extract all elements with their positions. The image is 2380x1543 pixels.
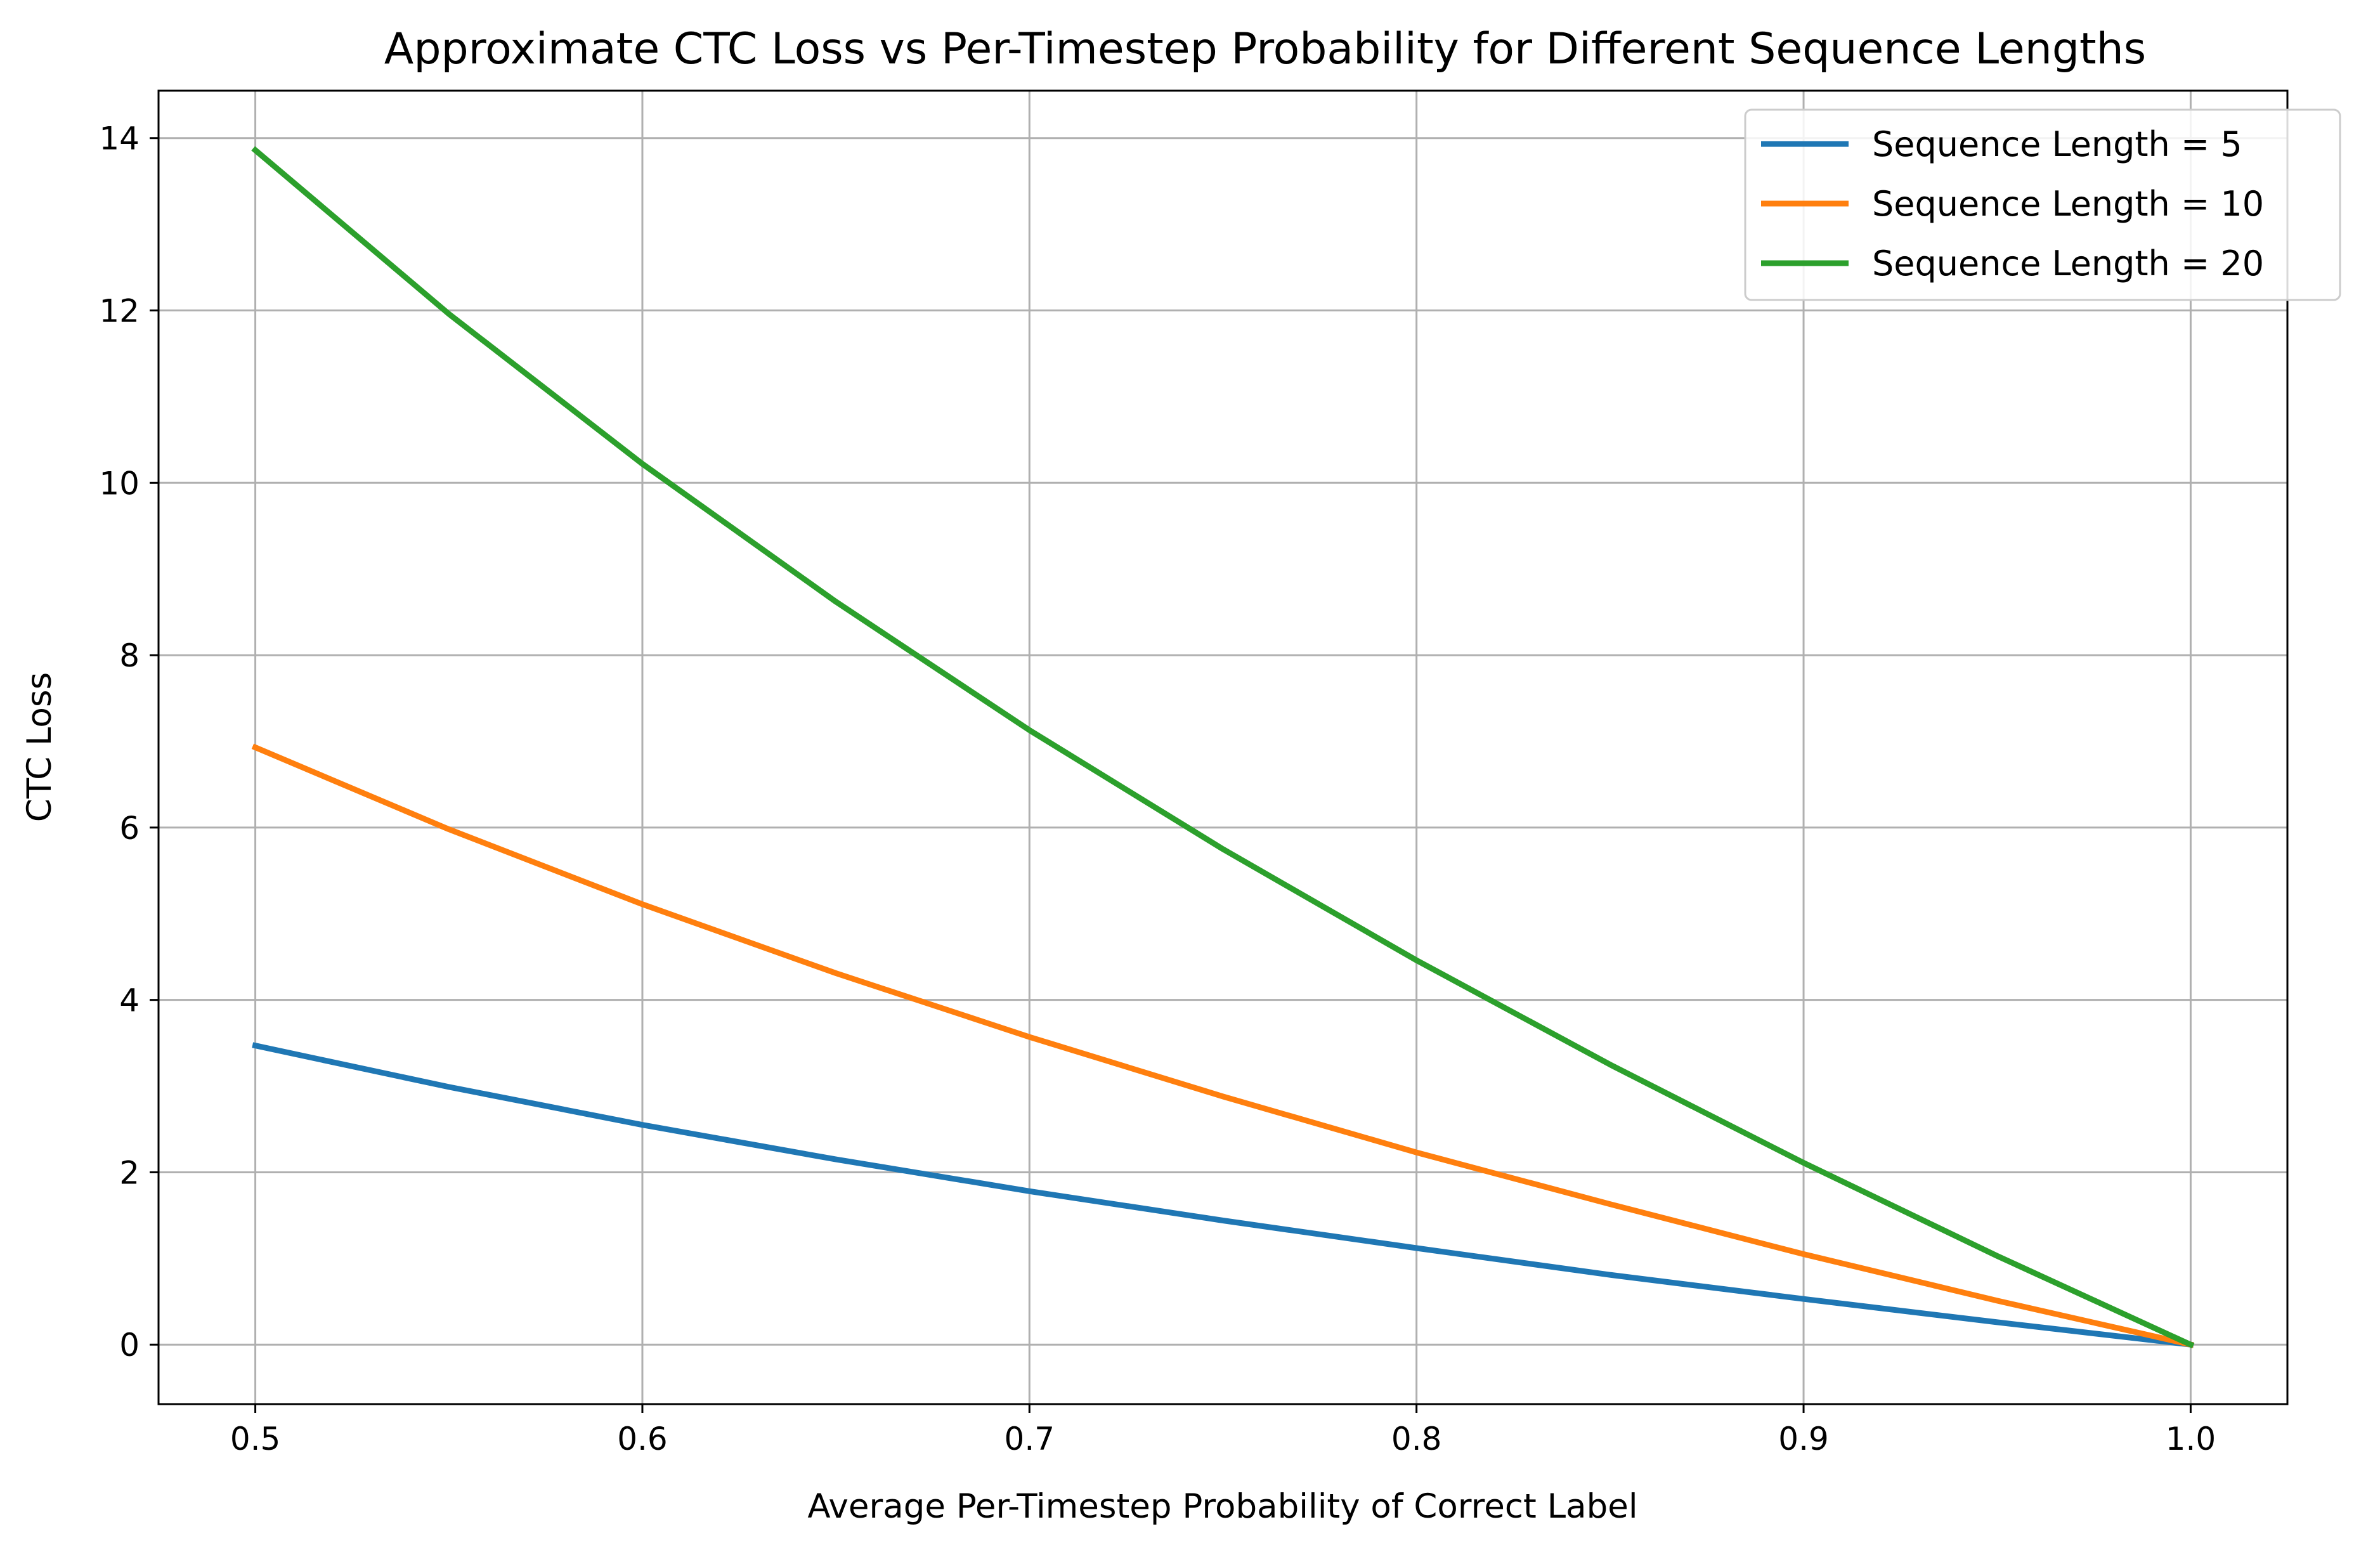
y-tick-label: 6: [119, 810, 140, 847]
legend-label: Sequence Length = 10: [1872, 184, 2264, 224]
legend: Sequence Length = 5 Sequence Length = 10 S…: [1744, 108, 2341, 301]
y-tick-label: 12: [99, 293, 140, 330]
series-line: [251, 146, 2195, 1349]
y-axis: 0 2 4 6 8 10 12 14: [99, 120, 159, 1364]
x-tick-label: 0.6: [617, 1421, 668, 1457]
legend-label: Sequence Length = 5: [1872, 124, 2242, 164]
y-tick-label: 2: [119, 1154, 140, 1191]
y-tick-label: 10: [99, 465, 140, 502]
plot-frame: [157, 89, 2289, 1405]
legend-label: Sequence Length = 20: [1872, 244, 2264, 283]
y-tick-label: 14: [99, 120, 140, 157]
series-layer: [251, 146, 2195, 1349]
y-tick-label: 8: [119, 637, 140, 674]
x-tick-label: 0.7: [1005, 1421, 1055, 1457]
series-line: [251, 743, 2194, 1348]
x-tick-label: 0.9: [1778, 1421, 1829, 1457]
x-tick-label: 0.8: [1391, 1421, 1442, 1457]
chart-title: Approximate CTC Loss vs Per-Timestep Pro…: [384, 24, 2146, 74]
y-tick-label: 4: [119, 982, 140, 1019]
series-line: [252, 1042, 2194, 1348]
legend-frame: [1744, 108, 2341, 301]
y-tick-label: 0: [119, 1327, 140, 1364]
x-tick-label: 0.5: [230, 1421, 281, 1457]
x-axis-label: Average Per-Timestep Probability of Corr…: [807, 1487, 1637, 1526]
x-axis: 0.5 0.6 0.7 0.8 0.9 1.0: [230, 1404, 2216, 1457]
y-axis-label: CTC Loss: [20, 672, 59, 822]
grid: [159, 91, 2287, 1404]
x-tick-label: 1.0: [2166, 1421, 2216, 1457]
